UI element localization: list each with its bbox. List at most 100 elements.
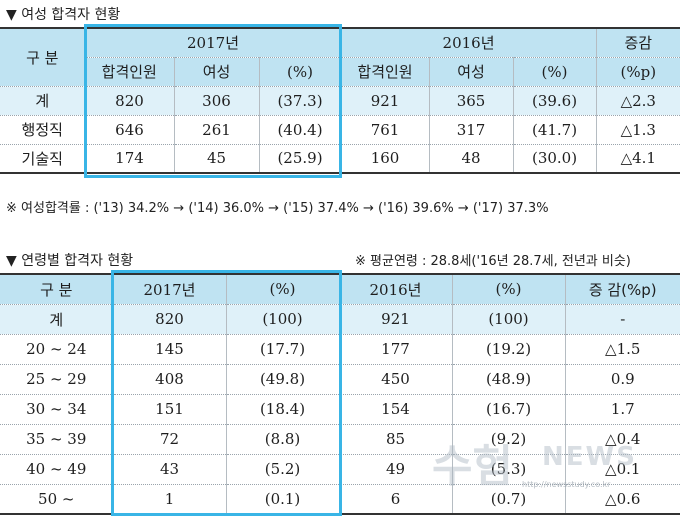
section-title-age: ▼ 연령별 합격자 현황	[6, 253, 134, 269]
row-label: 계	[0, 304, 113, 335]
cell-change: △0.4	[564, 424, 680, 455]
header-row-sub: 합격인원 여성 (%) 합격인원 여성 (%) (%p)	[0, 57, 680, 87]
table-row: 30 ~ 34 151 (18.4) 154 (16.7) 1.7	[0, 394, 680, 425]
cell-2016-count: 450	[338, 364, 452, 395]
cell-2016-women: 365	[428, 86, 514, 116]
cell-2016-percent: (16.7)	[451, 394, 565, 425]
cell-2017-count: 408	[112, 364, 226, 395]
row-label: 40 ~ 49	[0, 454, 113, 485]
cell-2017-percent: (40.4)	[258, 115, 342, 145]
cell-2016-percent: (41.7)	[512, 115, 597, 145]
header-change: 증감	[595, 28, 680, 58]
header-2016-women: 여성	[428, 57, 514, 87]
header-category: 구 분	[0, 274, 113, 305]
header-2017-passers: 합격인원	[85, 57, 174, 87]
cell-2016-percent: (0.7)	[451, 484, 565, 515]
table-row: 50 ~ 1 (0.1) 6 (0.7) △0.6	[0, 484, 680, 515]
cell-2017-percent: (37.3)	[258, 86, 342, 116]
cell-change: 0.9	[564, 364, 680, 395]
cell-2017-count: 72	[112, 424, 226, 455]
header-year-2017: 2017년	[112, 274, 226, 305]
cell-2016-passers: 921	[340, 86, 430, 116]
row-label: 35 ~ 39	[0, 424, 113, 455]
cell-change: △1.5	[564, 334, 680, 365]
header-2016-percent: (%)	[451, 274, 565, 305]
row-label: 50 ~	[0, 484, 113, 515]
cell-2016-count: 49	[338, 454, 452, 485]
cell-2017-count: 145	[112, 334, 226, 365]
cell-2017-passers: 820	[84, 86, 174, 116]
cell-2016-passers: 160	[340, 144, 430, 174]
header-year-2016: 2016년	[338, 274, 452, 305]
cell-2016-count: 921	[338, 304, 452, 335]
header-2017-percent: (%)	[258, 57, 342, 87]
cell-2017-percent: (18.4)	[225, 394, 339, 425]
cell-2017-percent: (5.2)	[225, 454, 339, 485]
cell-2016-count: 154	[338, 394, 452, 425]
average-age-note: ※ 평균연령 : 28.8세('16년 28.7세, 전년과 비슷)	[355, 254, 631, 269]
cell-2016-percent: (19.2)	[451, 334, 565, 365]
women-passers-table: 구 분 2017년 2016년 증감 합격인원 여성 (%) 합격인원 여성 (…	[0, 27, 680, 174]
table-row: 20 ~ 24 145 (17.7) 177 (19.2) △1.5	[0, 334, 680, 365]
cell-2016-percent: (9.2)	[451, 424, 565, 455]
cell-change: △4.1	[595, 144, 680, 174]
table-row: 40 ~ 49 43 (5.2) 49 (5.3) △0.1	[0, 454, 680, 485]
cell-change: -	[564, 304, 680, 335]
cell-2016-percent: (100)	[451, 304, 565, 335]
cell-2016-percent: (5.3)	[451, 454, 565, 485]
cell-2017-percent: (25.9)	[258, 144, 342, 174]
cell-2017-percent: (0.1)	[225, 484, 339, 515]
row-label: 기술직	[0, 144, 85, 174]
cell-change: △0.1	[564, 454, 680, 485]
cell-2017-percent: (17.7)	[225, 334, 339, 365]
header-row-top: 구 분 2017년 2016년 증감	[0, 28, 680, 87]
cell-2017-women: 45	[173, 144, 259, 174]
header-2016-percent: (%)	[512, 57, 597, 87]
row-label: 행정직	[0, 115, 85, 145]
table-row: 25 ~ 29 408 (49.8) 450 (48.9) 0.9	[0, 364, 680, 395]
cell-2017-count: 43	[112, 454, 226, 485]
women-pass-rate-note: ※ 여성합격률 : ('13) 34.2% → ('14) 36.0% → ('…	[6, 201, 549, 216]
header-2016-passers: 합격인원	[340, 57, 430, 87]
header-row: 구 분 2017년 (%) 2016년 (%) 증 감(%p)	[0, 274, 680, 305]
header-year-2017: 2017년	[84, 28, 342, 58]
cell-2017-passers: 174	[84, 144, 174, 174]
table-row: 행정직 646 261 (40.4) 761 317 (41.7) △1.3	[0, 115, 680, 145]
cell-2016-percent: (30.0)	[512, 144, 597, 174]
header-2017-percent: (%)	[225, 274, 339, 305]
cell-2017-percent: (49.8)	[225, 364, 339, 395]
header-2017-women: 여성	[173, 57, 259, 87]
row-label: 25 ~ 29	[0, 364, 113, 395]
cell-2017-women: 261	[173, 115, 259, 145]
table-row-total: 계 820 306 (37.3) 921 365 (39.6) △2.3	[0, 86, 680, 116]
cell-2017-percent: (8.8)	[225, 424, 339, 455]
cell-2017-percent: (100)	[225, 304, 339, 335]
cell-2016-count: 85	[338, 424, 452, 455]
cell-2017-count: 820	[112, 304, 226, 335]
cell-change: 1.7	[564, 394, 680, 425]
cell-2016-percent: (39.6)	[512, 86, 597, 116]
table-row: 35 ~ 39 72 (8.8) 85 (9.2) △0.4	[0, 424, 680, 455]
row-label: 20 ~ 24	[0, 334, 113, 365]
age-passers-table: 구 분 2017년 (%) 2016년 (%) 증 감(%p) 계 820 (1…	[0, 273, 680, 515]
section-title-women: ▼ 여성 합격자 현황	[6, 7, 121, 23]
header-year-2016: 2016년	[340, 28, 597, 58]
cell-2016-percent: (48.9)	[451, 364, 565, 395]
row-label: 30 ~ 34	[0, 394, 113, 425]
header-change-unit: (%p)	[595, 57, 680, 87]
cell-2017-passers: 646	[84, 115, 174, 145]
cell-2016-count: 177	[338, 334, 452, 365]
cell-2017-count: 151	[112, 394, 226, 425]
cell-change: △1.3	[595, 115, 680, 145]
cell-2017-women: 306	[173, 86, 259, 116]
cell-2017-count: 1	[112, 484, 226, 515]
cell-change: △0.6	[564, 484, 680, 515]
header-category: 구 분	[0, 28, 85, 87]
table-row-total: 계 820 (100) 921 (100) -	[0, 304, 680, 335]
cell-2016-women: 317	[428, 115, 514, 145]
table-row: 기술직 174 45 (25.9) 160 48 (30.0) △4.1	[0, 144, 680, 174]
cell-change: △2.3	[595, 86, 680, 116]
cell-2016-passers: 761	[340, 115, 430, 145]
header-change: 증 감(%p)	[564, 274, 680, 305]
cell-2016-count: 6	[338, 484, 452, 515]
